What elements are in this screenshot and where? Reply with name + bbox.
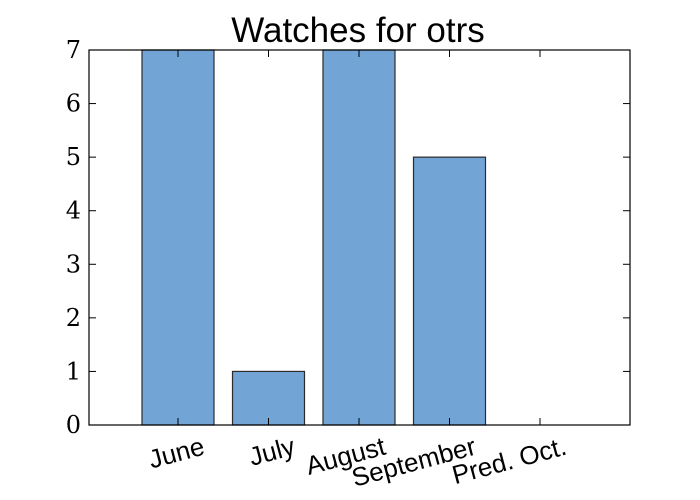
- y-tick-label: 6: [66, 90, 81, 118]
- bar-september: [412, 156, 487, 426]
- bars-group: [141, 49, 487, 426]
- chart-title: Watches for otrs: [231, 11, 485, 50]
- plot-frame: [88, 49, 631, 426]
- bar-july: [231, 370, 306, 426]
- y-tick-label: 1: [66, 357, 81, 385]
- y-tick-label: 4: [66, 197, 81, 225]
- y-tick-label: 7: [66, 36, 81, 64]
- y-tick-label: 5: [66, 143, 81, 171]
- bar-august: [322, 49, 396, 426]
- bar-june: [141, 49, 215, 426]
- x-tick-label: June: [145, 431, 207, 475]
- y-tick-label: 2: [66, 304, 81, 332]
- ticks-group: [89, 49, 630, 426]
- y-tick-labels: 0 1 2 3 4 5 6 7: [66, 36, 81, 439]
- y-tick-label: 0: [66, 411, 81, 439]
- x-tick-label: July: [246, 431, 298, 472]
- y-tick-label: 3: [66, 250, 81, 278]
